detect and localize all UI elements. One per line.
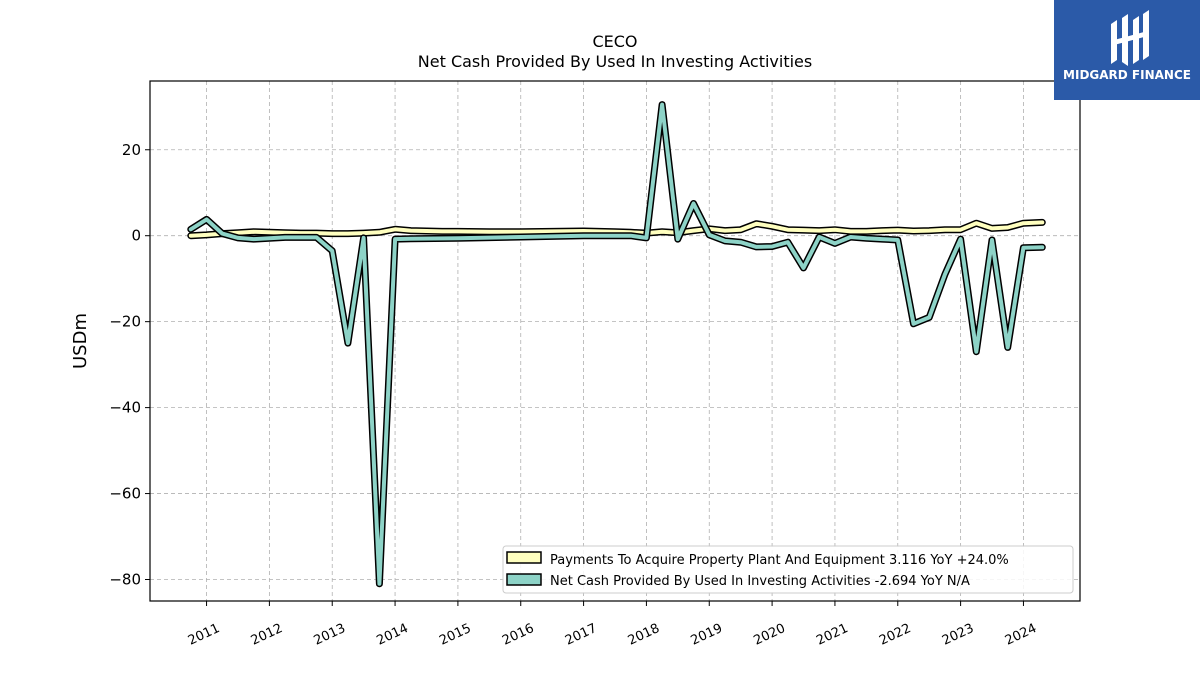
midgard-finance-logo: MIDGARD FINANCE [1054,0,1200,100]
x-ticks: 2011 2012 2013 2014 2015 2016 2017 2018 2019 2020… [186,601,1039,649]
x-tick-label: 2015 [437,621,473,649]
chart-subtitle: Net Cash Provided By Used In Investing A… [418,52,812,71]
y-axis-label: USDm [70,313,91,369]
x-tick-label: 2023 [940,621,976,649]
x-tick-label: 2024 [1003,621,1039,649]
x-tick-label: 2017 [563,621,599,649]
legend-box [502,545,1074,594]
x-tick-label: 2011 [186,621,222,649]
legend-swatch-series-1 [506,551,542,564]
y-tick-label: 20 [122,141,141,159]
x-tick-label: 2018 [626,621,662,649]
chart-title: CECO [592,32,637,51]
legend-label-series-1: Payments To Acquire Property Plant And E… [550,553,1009,568]
series-1-line [188,220,1045,238]
grid [150,81,1080,601]
y-tick-label: −40 [109,399,141,417]
x-tick-label: 2020 [751,621,787,649]
x-tick-label: 2022 [877,621,913,649]
legend: Payments To Acquire Property Plant And E… [502,545,1074,594]
y-tick-label: 0 [131,227,141,245]
y-tick-label: −60 [109,485,141,503]
x-tick-label: 2012 [249,621,285,649]
logo-mark-icon [1111,10,1149,66]
y-tick-label: −80 [109,571,141,589]
series-2-line [188,102,1045,586]
plot-frame [149,80,1081,602]
series-layer [187,101,1046,588]
x-tick-label: 2019 [689,621,725,649]
legend-swatch-series-2 [506,573,542,586]
x-tick-label: 2014 [374,621,410,649]
x-tick-label: 2013 [312,621,348,649]
x-tick-label: 2016 [500,621,536,649]
series-2-outline [187,101,1046,588]
logo-text: MIDGARD FINANCE [1063,68,1191,82]
y-tick-label: −20 [109,313,141,331]
y-ticks: 20 0 −20 −40 −60 −80 [109,141,150,589]
legend-label-series-2: Net Cash Provided By Used In Investing A… [550,574,970,589]
x-tick-label: 2021 [814,621,850,649]
